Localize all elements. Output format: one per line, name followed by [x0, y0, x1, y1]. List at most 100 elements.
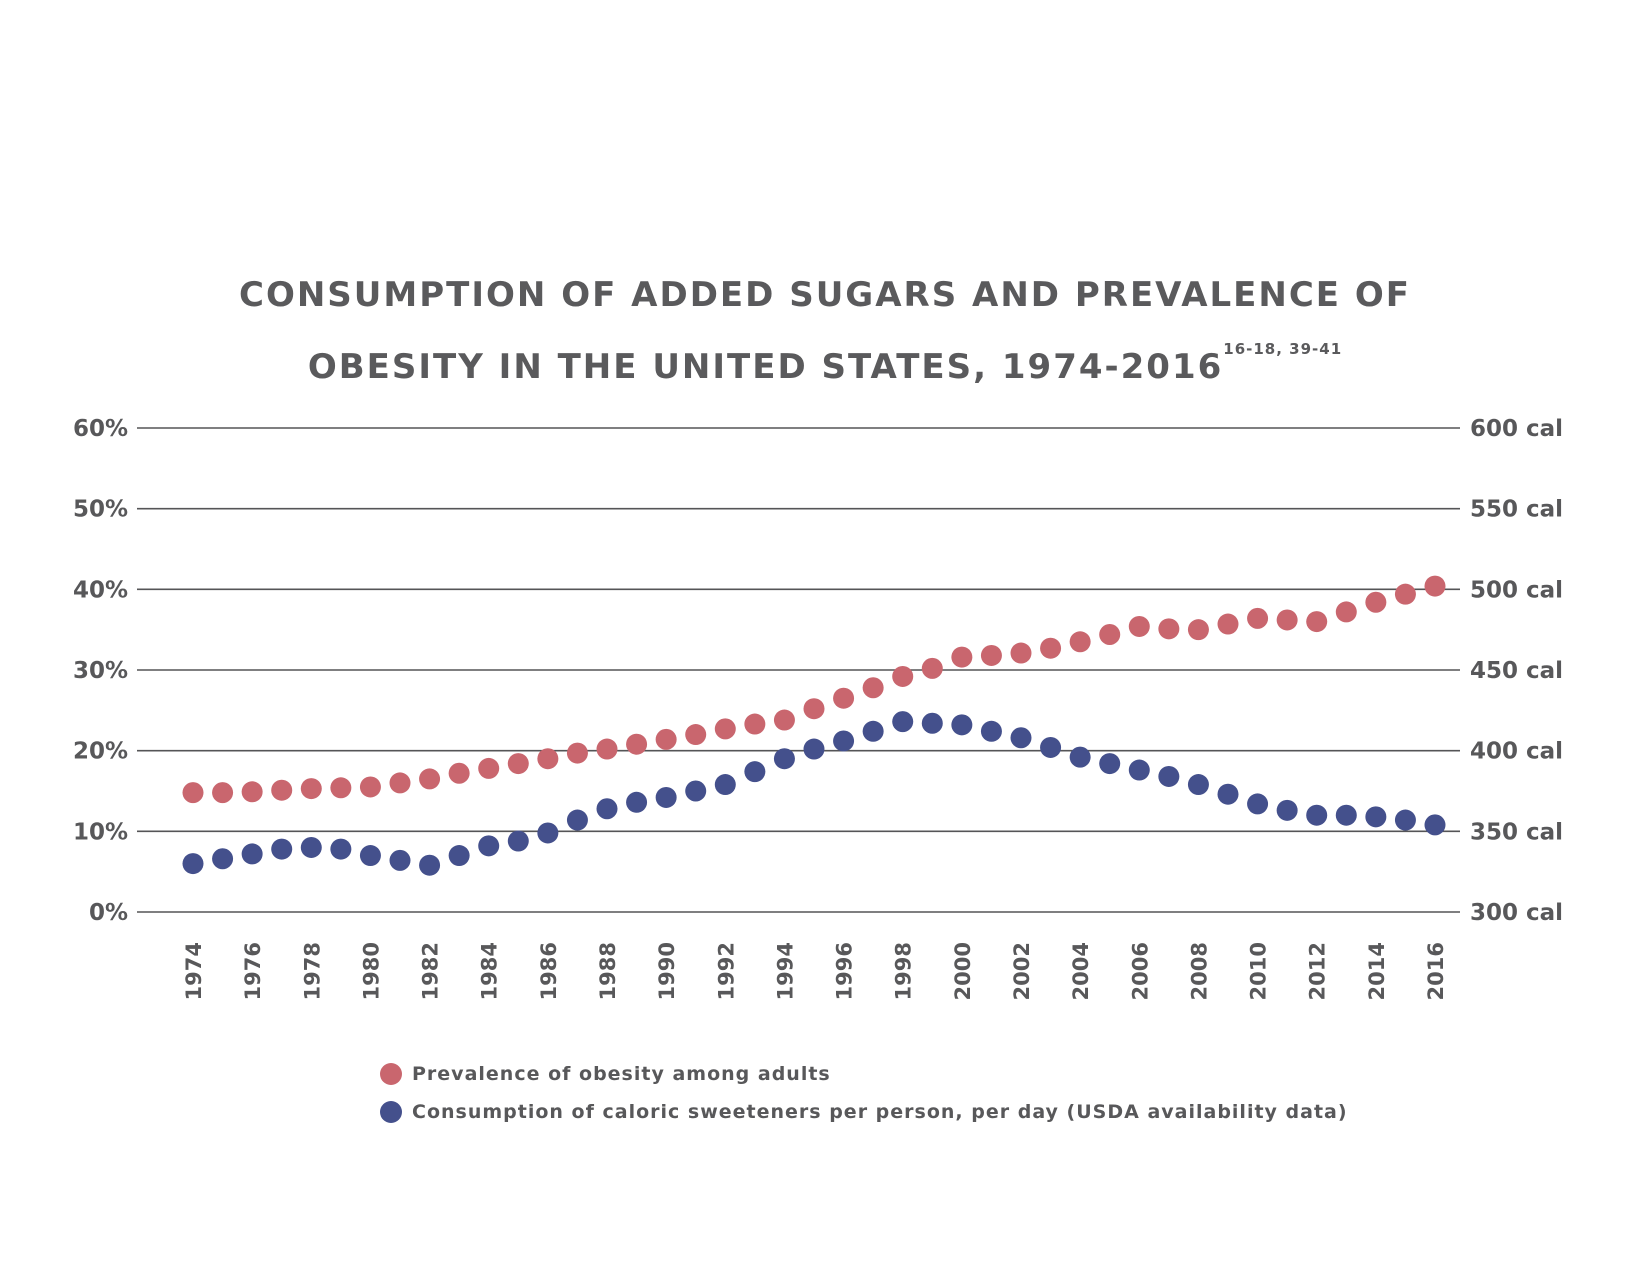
data-point [1187, 774, 1209, 796]
data-point [951, 714, 973, 736]
legend-item-sweeteners: Consumption of caloric sweeteners per pe… [380, 1093, 1348, 1131]
data-point [1365, 591, 1387, 613]
x-tick-label: 1988 [596, 942, 620, 1000]
y-left-tick-label: 10% [73, 819, 128, 845]
data-point [714, 718, 736, 740]
x-tick-label: 1986 [537, 942, 561, 1000]
y-right-tick-label: 450 cal [1470, 658, 1563, 684]
x-tick-label: 1980 [359, 942, 383, 1000]
data-point [744, 761, 766, 783]
data-point [241, 781, 263, 803]
data-point [1040, 637, 1062, 659]
data-point [655, 728, 677, 750]
data-point [1276, 609, 1298, 631]
gridlines [137, 427, 1460, 913]
data-point [803, 738, 825, 760]
x-tick-label: 1994 [773, 942, 797, 1000]
data-point [566, 809, 588, 831]
y-right-tick-label: 350 cal [1470, 819, 1563, 845]
data-point [714, 774, 736, 796]
data-point [951, 646, 973, 668]
data-point [1099, 624, 1121, 646]
data-point [182, 782, 204, 804]
x-tick-label: 2014 [1365, 942, 1389, 1000]
data-point [300, 836, 322, 858]
data-point [892, 665, 914, 687]
x-tick-label: 2010 [1247, 942, 1271, 1000]
data-point [212, 848, 234, 870]
data-point [1040, 736, 1062, 758]
x-tick-label: 1992 [714, 942, 738, 1000]
data-point [566, 742, 588, 764]
x-tick-label: 1974 [182, 942, 206, 1000]
legend-label-sweeteners: Consumption of caloric sweeteners per pe… [412, 1101, 1348, 1123]
x-tick-label: 1990 [655, 942, 679, 1000]
data-point [1128, 615, 1150, 637]
data-point [1217, 783, 1239, 805]
data-point [626, 733, 648, 755]
data-point [1099, 753, 1121, 775]
data-point [241, 843, 263, 865]
data-point [419, 854, 441, 876]
data-point [596, 798, 618, 820]
x-tick-label: 2008 [1187, 942, 1211, 1000]
data-point [1128, 759, 1150, 781]
data-point [921, 712, 943, 734]
x-tick-label: 1978 [300, 942, 324, 1000]
legend: Prevalence of obesity among adults Consu… [380, 1055, 1348, 1131]
x-tick-label: 2016 [1424, 942, 1448, 1000]
data-point [507, 830, 529, 852]
data-point [271, 838, 293, 860]
x-tick-label: 2002 [1010, 942, 1034, 1000]
x-tick-label: 2000 [951, 942, 975, 1000]
y-right-tick-label: 600 cal [1470, 416, 1563, 442]
data-point [1335, 804, 1357, 826]
data-point [448, 762, 470, 784]
data-point [182, 853, 204, 875]
data-point [1306, 611, 1328, 633]
data-point [1069, 631, 1091, 653]
data-point [1424, 575, 1446, 597]
x-tick-label: 1976 [241, 942, 265, 1000]
data-point [478, 757, 500, 779]
data-point [1335, 601, 1357, 623]
series-0 [182, 575, 1446, 804]
x-tick-label: 1984 [478, 942, 502, 1000]
x-tick-label: 1996 [833, 942, 857, 1000]
x-tick-label: 1998 [892, 942, 916, 1000]
data-point [655, 786, 677, 808]
legend-label-obesity: Prevalence of obesity among adults [412, 1063, 831, 1085]
data-point [1306, 804, 1328, 826]
x-axis-ticks: 1974 1976 1978 1980 1982 1984 1986 1988 1990 1992… [182, 942, 1448, 1000]
data-point [1010, 727, 1032, 749]
data-point [1394, 583, 1416, 605]
y-right-tick-label: 550 cal [1470, 497, 1563, 523]
data-point [1247, 793, 1269, 815]
data-point [1187, 619, 1209, 641]
data-points [182, 575, 1446, 876]
data-point [1158, 765, 1180, 787]
data-point [685, 724, 707, 746]
data-point [980, 644, 1002, 666]
chart-title: CONSUMPTION OF ADDED SUGARS AND PREVALEN… [0, 268, 1650, 394]
data-point [685, 780, 707, 802]
data-point [419, 768, 441, 790]
data-point [507, 753, 529, 775]
data-point [596, 738, 618, 760]
data-point [1365, 806, 1387, 828]
y-left-tick-label: 0% [89, 900, 128, 926]
data-point [1424, 814, 1446, 836]
data-point [300, 778, 322, 800]
data-point [744, 713, 766, 735]
data-point [1217, 613, 1239, 635]
data-point [1069, 746, 1091, 768]
data-point [921, 657, 943, 679]
legend-marker-obesity [380, 1063, 402, 1085]
data-point [892, 711, 914, 733]
y-left-tick-label: 60% [73, 416, 128, 442]
data-point [330, 777, 352, 799]
data-point [478, 835, 500, 857]
data-point [833, 730, 855, 752]
y-right-tick-label: 400 cal [1470, 739, 1563, 765]
